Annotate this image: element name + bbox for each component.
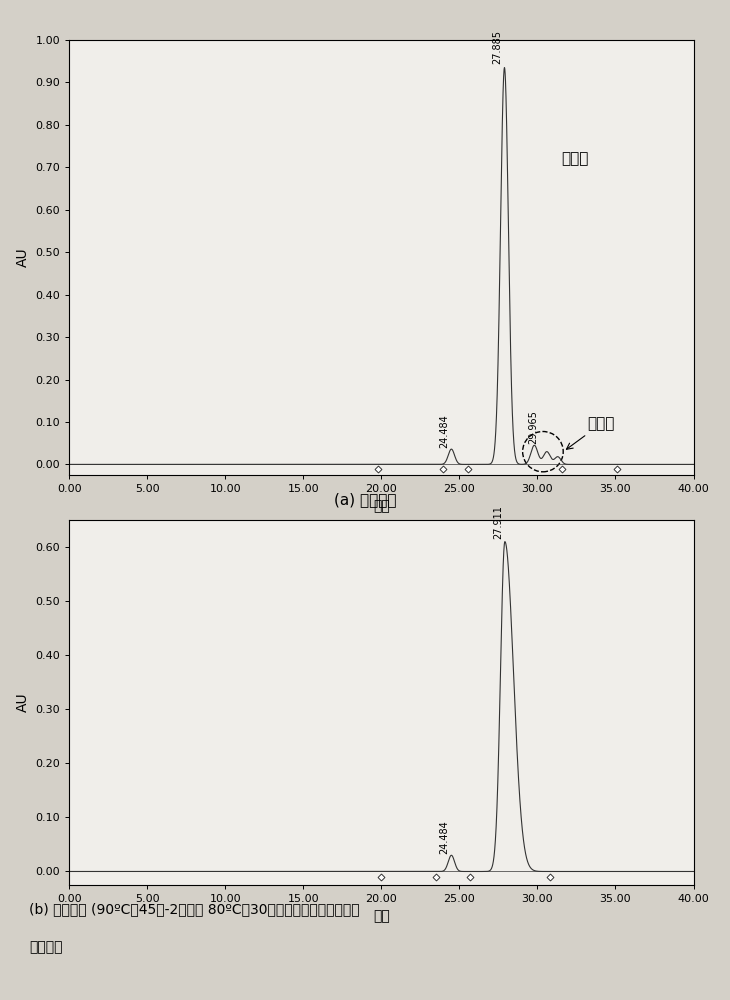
X-axis label: 分钟: 分钟 bbox=[373, 910, 390, 924]
Text: (b) 热处理的 (90ºC，45秒-2分钟或 80ºC，30分钟，稳定的交联四聚体: (b) 热处理的 (90ºC，45秒-2分钟或 80ºC，30分钟，稳定的交联四… bbox=[29, 902, 360, 916]
Text: (a) 未热处理: (a) 未热处理 bbox=[334, 492, 396, 507]
X-axis label: 分钟: 分钟 bbox=[373, 500, 390, 514]
Y-axis label: AU: AU bbox=[16, 248, 30, 267]
Y-axis label: AU: AU bbox=[16, 693, 30, 712]
Text: 29.965: 29.965 bbox=[529, 410, 539, 444]
Text: 27.885: 27.885 bbox=[493, 30, 502, 64]
Text: 24.484: 24.484 bbox=[439, 414, 450, 448]
Text: 二聚体: 二聚体 bbox=[566, 416, 615, 449]
Text: 四聚体: 四聚体 bbox=[561, 151, 588, 166]
Text: 27.911: 27.911 bbox=[493, 505, 503, 539]
Text: 血红蛋白: 血红蛋白 bbox=[29, 940, 63, 954]
Text: 24.484: 24.484 bbox=[439, 820, 450, 854]
